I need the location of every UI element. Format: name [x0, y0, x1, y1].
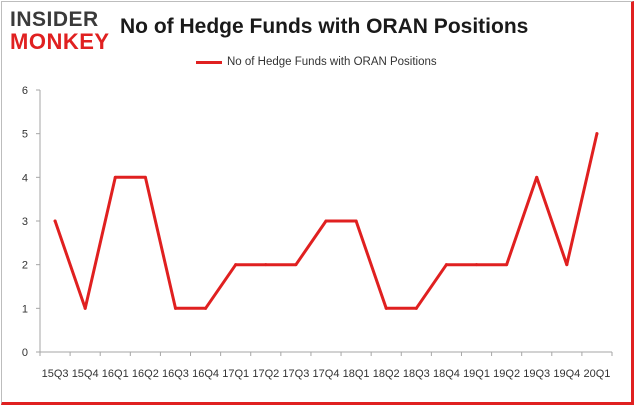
- x-tick-label: 16Q2: [132, 368, 159, 380]
- data-point: [234, 263, 238, 267]
- data-point: [294, 263, 298, 267]
- legend-label: No of Hedge Funds with ORAN Positions: [227, 56, 437, 68]
- data-point: [354, 219, 358, 223]
- x-tick-label: 16Q3: [162, 368, 189, 380]
- x-tick-label: 19Q4: [553, 368, 580, 380]
- data-point: [83, 306, 87, 310]
- chart-title: No of Hedge Funds with ORAN Positions: [120, 15, 529, 38]
- x-tick-label: 17Q4: [313, 368, 340, 380]
- y-tick-label: 6: [22, 85, 28, 97]
- x-tick-label: 17Q2: [252, 368, 279, 380]
- data-point: [384, 306, 388, 310]
- x-tick-label: 17Q3: [282, 368, 309, 380]
- data-point: [264, 263, 268, 267]
- data-point: [113, 175, 117, 179]
- x-tick-label: 19Q2: [493, 368, 520, 380]
- x-tick-label: 18Q1: [343, 368, 370, 380]
- x-tick-label: 16Q1: [102, 368, 129, 380]
- x-tick-label: 16Q4: [192, 368, 219, 380]
- y-tick-label: 1: [22, 303, 28, 315]
- x-tick-label: 15Q3: [42, 368, 69, 380]
- data-point: [53, 219, 57, 223]
- data-point: [204, 306, 208, 310]
- y-tick-label: 5: [22, 129, 28, 141]
- y-tick-label: 2: [22, 260, 28, 272]
- data-point: [505, 263, 509, 267]
- x-tick-label: 18Q4: [433, 368, 460, 380]
- data-point: [565, 263, 569, 267]
- x-tick-label: 18Q3: [403, 368, 430, 380]
- x-tick-label: 18Q2: [373, 368, 400, 380]
- data-point: [535, 175, 539, 179]
- y-tick-label: 0: [22, 347, 28, 359]
- y-tick-label: 4: [22, 172, 28, 184]
- data-point: [173, 306, 177, 310]
- data-point: [475, 263, 479, 267]
- x-tick-label: 19Q1: [463, 368, 490, 380]
- y-tick-label: 3: [22, 216, 28, 228]
- svg-text:MONKEY: MONKEY: [10, 29, 110, 54]
- x-tick-label: 15Q4: [72, 368, 99, 380]
- chart-legend: No of Hedge Funds with ORAN Positions: [196, 56, 437, 68]
- x-tick-label: 20Q1: [583, 368, 610, 380]
- data-point: [444, 263, 448, 267]
- x-tick-label: 19Q3: [523, 368, 550, 380]
- data-point: [595, 132, 599, 136]
- logo-graphic: INSIDER MONKEY: [10, 8, 110, 54]
- svg-text:INSIDER: INSIDER: [10, 8, 99, 31]
- legend-line-swatch: [196, 60, 222, 64]
- data-point: [143, 175, 147, 179]
- insider-monkey-logo: INSIDER MONKEY: [8, 7, 120, 55]
- data-point: [324, 219, 328, 223]
- data-point: [414, 306, 418, 310]
- x-tick-label: 17Q1: [222, 368, 249, 380]
